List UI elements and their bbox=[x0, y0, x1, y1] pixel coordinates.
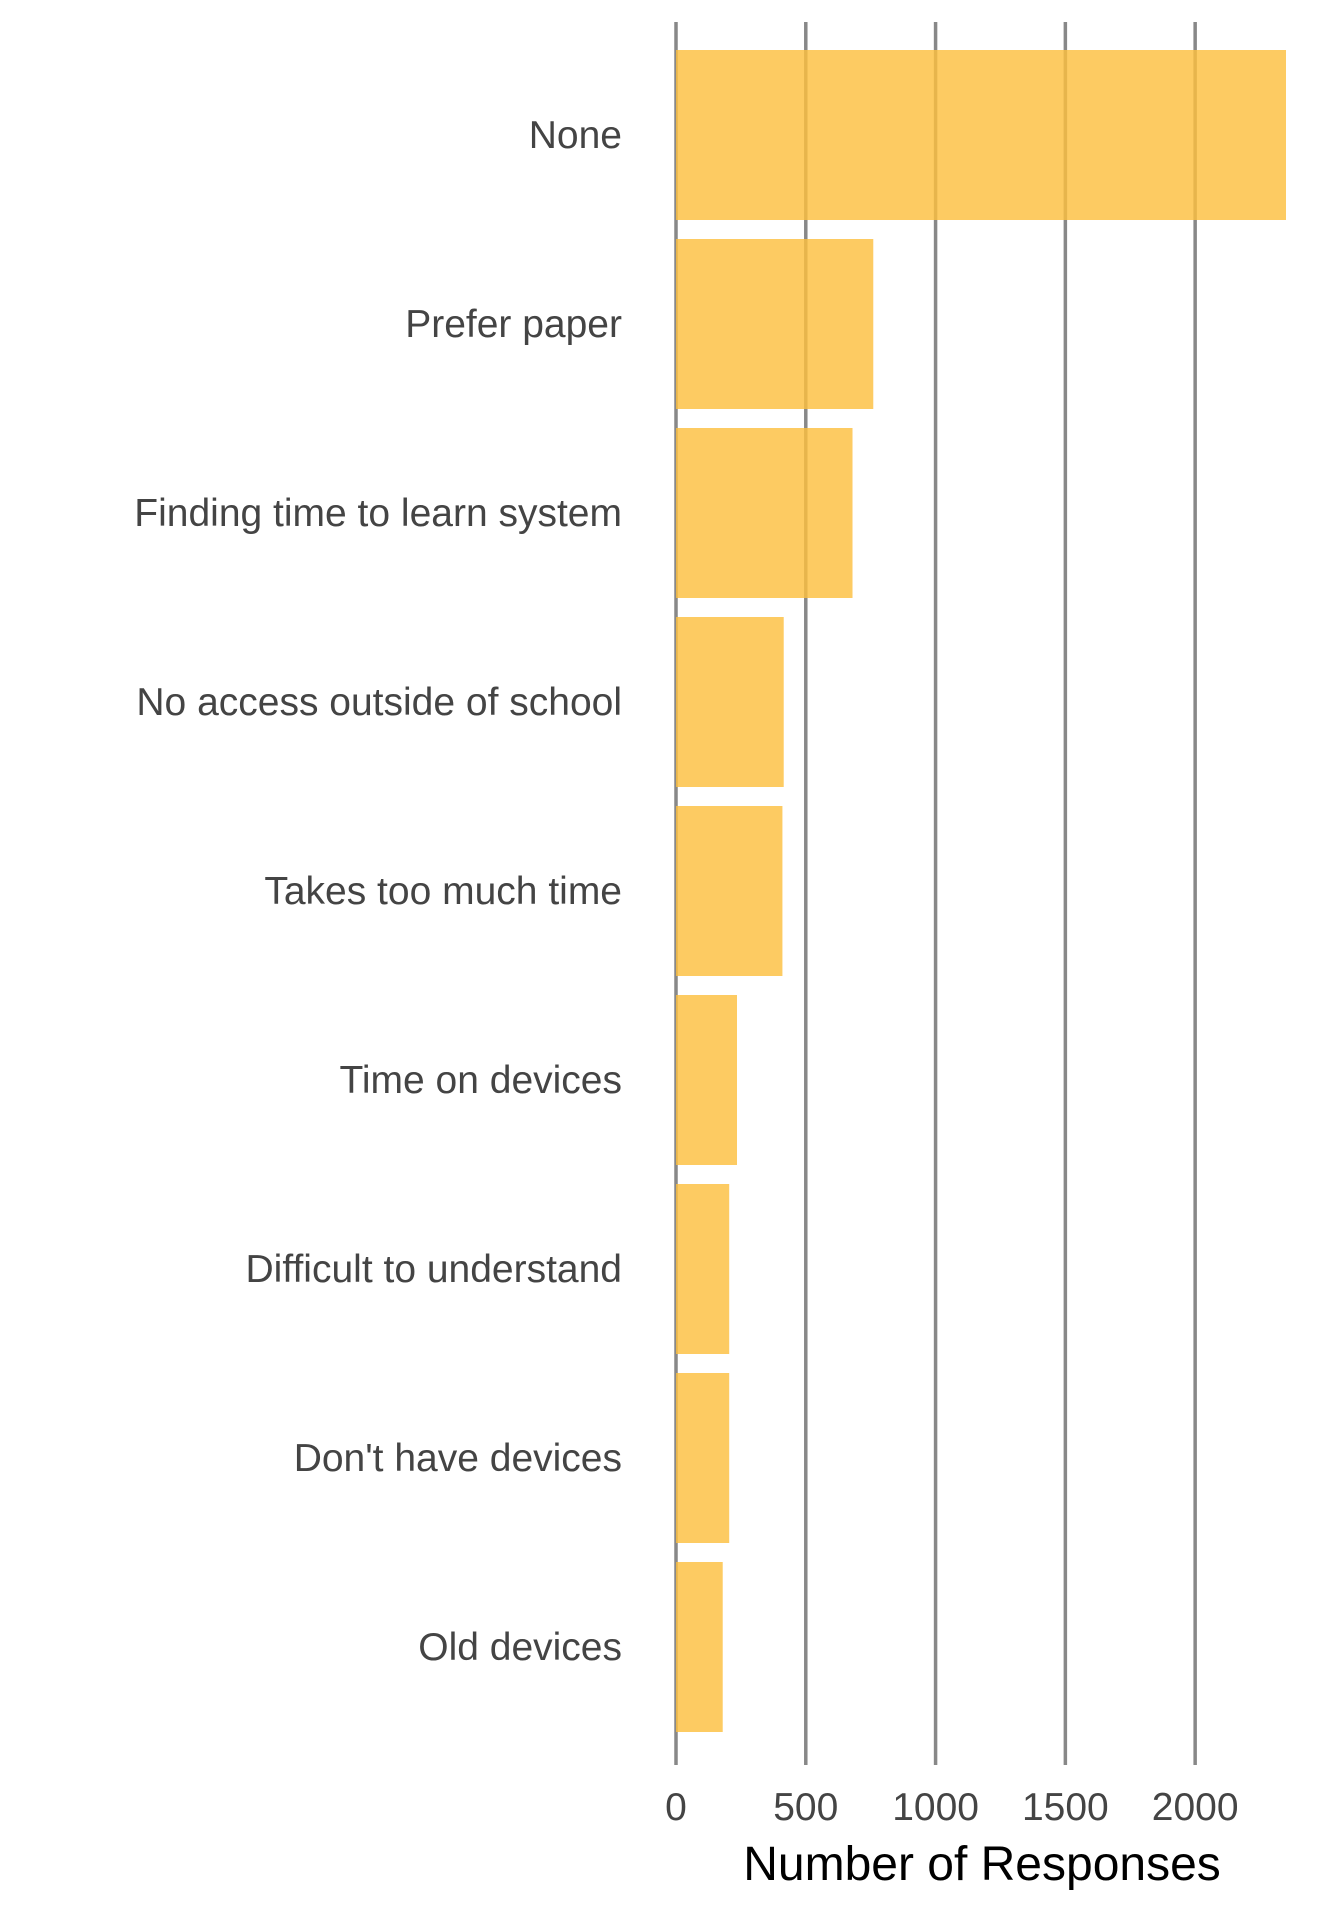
category-label-4: Takes too much time bbox=[264, 870, 622, 913]
bar-1 bbox=[676, 239, 874, 409]
bar-2 bbox=[676, 428, 853, 598]
category-label-1: Prefer paper bbox=[405, 303, 622, 346]
category-labels: None Prefer paper Finding time to learn sy… bbox=[134, 114, 622, 1669]
bar-7 bbox=[676, 1373, 730, 1543]
category-label-3: No access outside of school bbox=[136, 681, 622, 724]
x-tick-label-1500: 1500 bbox=[1022, 1786, 1109, 1829]
bar-0 bbox=[676, 50, 1286, 220]
category-label-8: Old devices bbox=[418, 1626, 622, 1669]
bar-3 bbox=[676, 617, 784, 787]
x-tick-label-0: 0 bbox=[665, 1786, 687, 1829]
x-axis-title: Number of Responses bbox=[743, 1838, 1221, 1891]
bars bbox=[676, 50, 1286, 1732]
x-tick-label-1000: 1000 bbox=[892, 1786, 979, 1829]
bar-4 bbox=[676, 806, 783, 976]
category-label-6: Difficult to understand bbox=[246, 1248, 623, 1291]
bar-5 bbox=[676, 995, 737, 1165]
bar-8 bbox=[676, 1562, 723, 1732]
category-label-0: None bbox=[529, 114, 622, 157]
x-tick-label-500: 500 bbox=[773, 1786, 838, 1829]
x-tick-label-2000: 2000 bbox=[1152, 1786, 1239, 1829]
category-label-5: Time on devices bbox=[339, 1059, 622, 1102]
bar-6 bbox=[676, 1184, 730, 1354]
category-label-2: Finding time to learn system bbox=[134, 492, 622, 535]
x-axis-ticks: 0 500 1000 1500 2000 bbox=[665, 1786, 1238, 1829]
category-label-7: Don't have devices bbox=[294, 1437, 622, 1480]
